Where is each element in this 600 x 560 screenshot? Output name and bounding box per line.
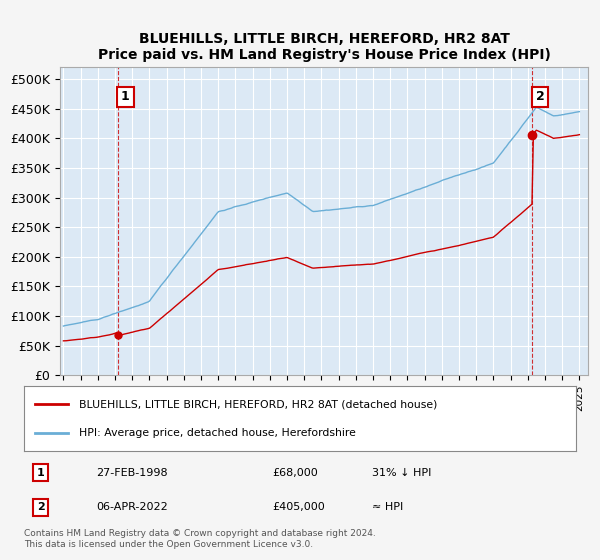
Text: 1: 1 bbox=[121, 90, 130, 103]
Text: 1: 1 bbox=[37, 468, 44, 478]
Text: 06-APR-2022: 06-APR-2022 bbox=[96, 502, 167, 512]
Text: HPI: Average price, detached house, Herefordshire: HPI: Average price, detached house, Here… bbox=[79, 428, 356, 438]
Text: 31% ↓ HPI: 31% ↓ HPI bbox=[372, 468, 431, 478]
Text: 27-FEB-1998: 27-FEB-1998 bbox=[96, 468, 167, 478]
Text: £405,000: £405,000 bbox=[272, 502, 325, 512]
Text: 2: 2 bbox=[536, 90, 545, 103]
Text: 2: 2 bbox=[37, 502, 44, 512]
Text: Contains HM Land Registry data © Crown copyright and database right 2024.
This d: Contains HM Land Registry data © Crown c… bbox=[24, 529, 376, 549]
Text: ≈ HPI: ≈ HPI bbox=[372, 502, 403, 512]
Text: £68,000: £68,000 bbox=[272, 468, 318, 478]
Text: BLUEHILLS, LITTLE BIRCH, HEREFORD, HR2 8AT (detached house): BLUEHILLS, LITTLE BIRCH, HEREFORD, HR2 8… bbox=[79, 399, 437, 409]
Title: BLUEHILLS, LITTLE BIRCH, HEREFORD, HR2 8AT
Price paid vs. HM Land Registry's Hou: BLUEHILLS, LITTLE BIRCH, HEREFORD, HR2 8… bbox=[98, 32, 550, 62]
